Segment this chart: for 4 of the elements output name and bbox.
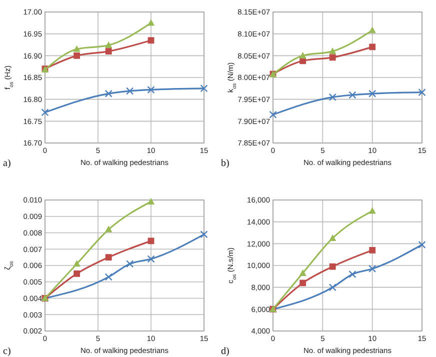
- text: d): [221, 346, 230, 357]
- text: c): [3, 346, 11, 357]
- text: a): [3, 158, 11, 169]
- text: b): [221, 158, 230, 169]
